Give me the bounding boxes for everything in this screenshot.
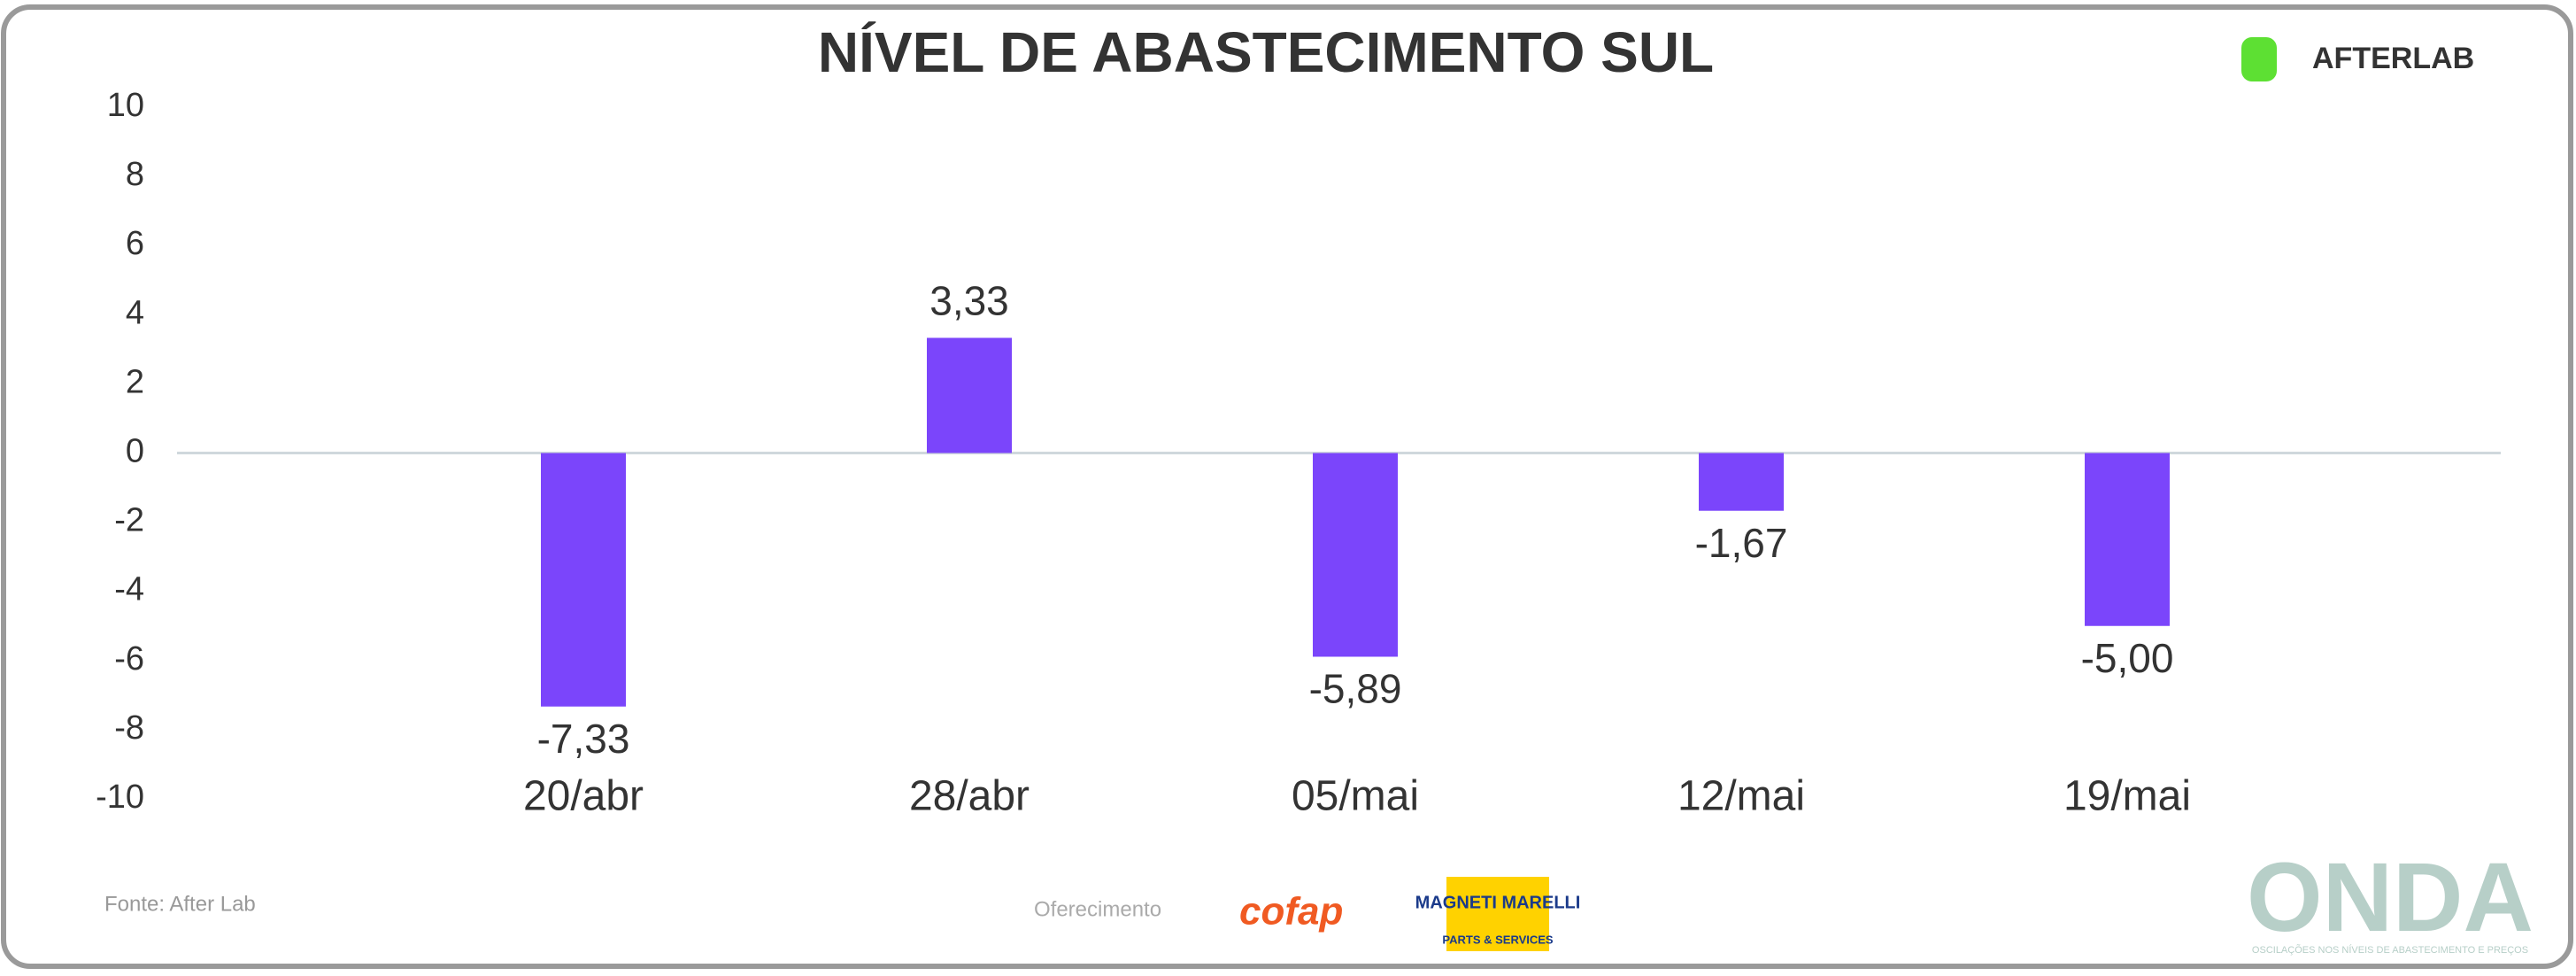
sponsor-badge [1446, 877, 1549, 951]
sponsor-cofap: cofap [1239, 890, 1343, 933]
value-label: -5,89 [1309, 666, 1402, 712]
value-label: -7,33 [537, 716, 630, 762]
bar [1699, 453, 1784, 511]
x-tick-label: 19/mai [2063, 773, 2191, 820]
sponsor-label: Oferecimento [1034, 897, 1161, 921]
bar [927, 337, 1012, 453]
value-label: -5,00 [2081, 635, 2174, 681]
y-tick-label: 0 [126, 433, 144, 470]
brand: ONDA [2247, 843, 2534, 952]
value-label: -1,67 [1695, 520, 1788, 566]
bar [2085, 453, 2170, 626]
y-tick-label: -8 [114, 709, 144, 747]
y-tick-label: 4 [126, 294, 144, 331]
x-tick-label: 28/abr [909, 773, 1030, 820]
y-tick-label: 8 [126, 156, 144, 193]
logo-mark [2241, 37, 2277, 81]
chart-title: NÍVEL DE ABASTECIMENTO SUL [818, 20, 1714, 84]
y-tick-label: -2 [114, 502, 144, 539]
logo: AFTERLAB [2312, 42, 2474, 75]
x-tick-label: 05/mai [1292, 773, 1419, 820]
bar [1313, 453, 1398, 657]
y-tick-label: 2 [126, 363, 144, 400]
value-label: 3,33 [929, 278, 1009, 324]
card [1, 4, 2573, 969]
source: Fonte: After Lab [104, 892, 256, 916]
y-tick-label: -10 [96, 778, 144, 816]
y-tick-label: -6 [114, 640, 144, 678]
sponsor-marelli: MAGNETI MARELLI [1415, 893, 1581, 912]
y-tick-label: -4 [114, 571, 144, 608]
y-tick-label: 6 [126, 225, 144, 262]
bar [541, 453, 626, 707]
brand-tagline: OSCILAÇÕES NOS NÍVEIS DE ABASTECIMENTO E… [2252, 944, 2528, 956]
x-tick-label: 20/abr [523, 773, 644, 820]
sponsor-marelli-sub: PARTS & SERVICES [1442, 933, 1554, 946]
y-tick-label: 10 [107, 87, 144, 124]
x-tick-label: 12/mai [1677, 773, 1805, 820]
